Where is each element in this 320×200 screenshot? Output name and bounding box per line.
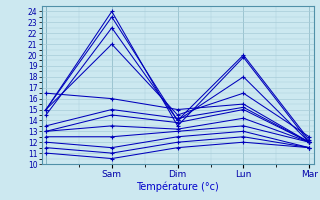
- X-axis label: Température (°c): Température (°c): [136, 181, 219, 192]
